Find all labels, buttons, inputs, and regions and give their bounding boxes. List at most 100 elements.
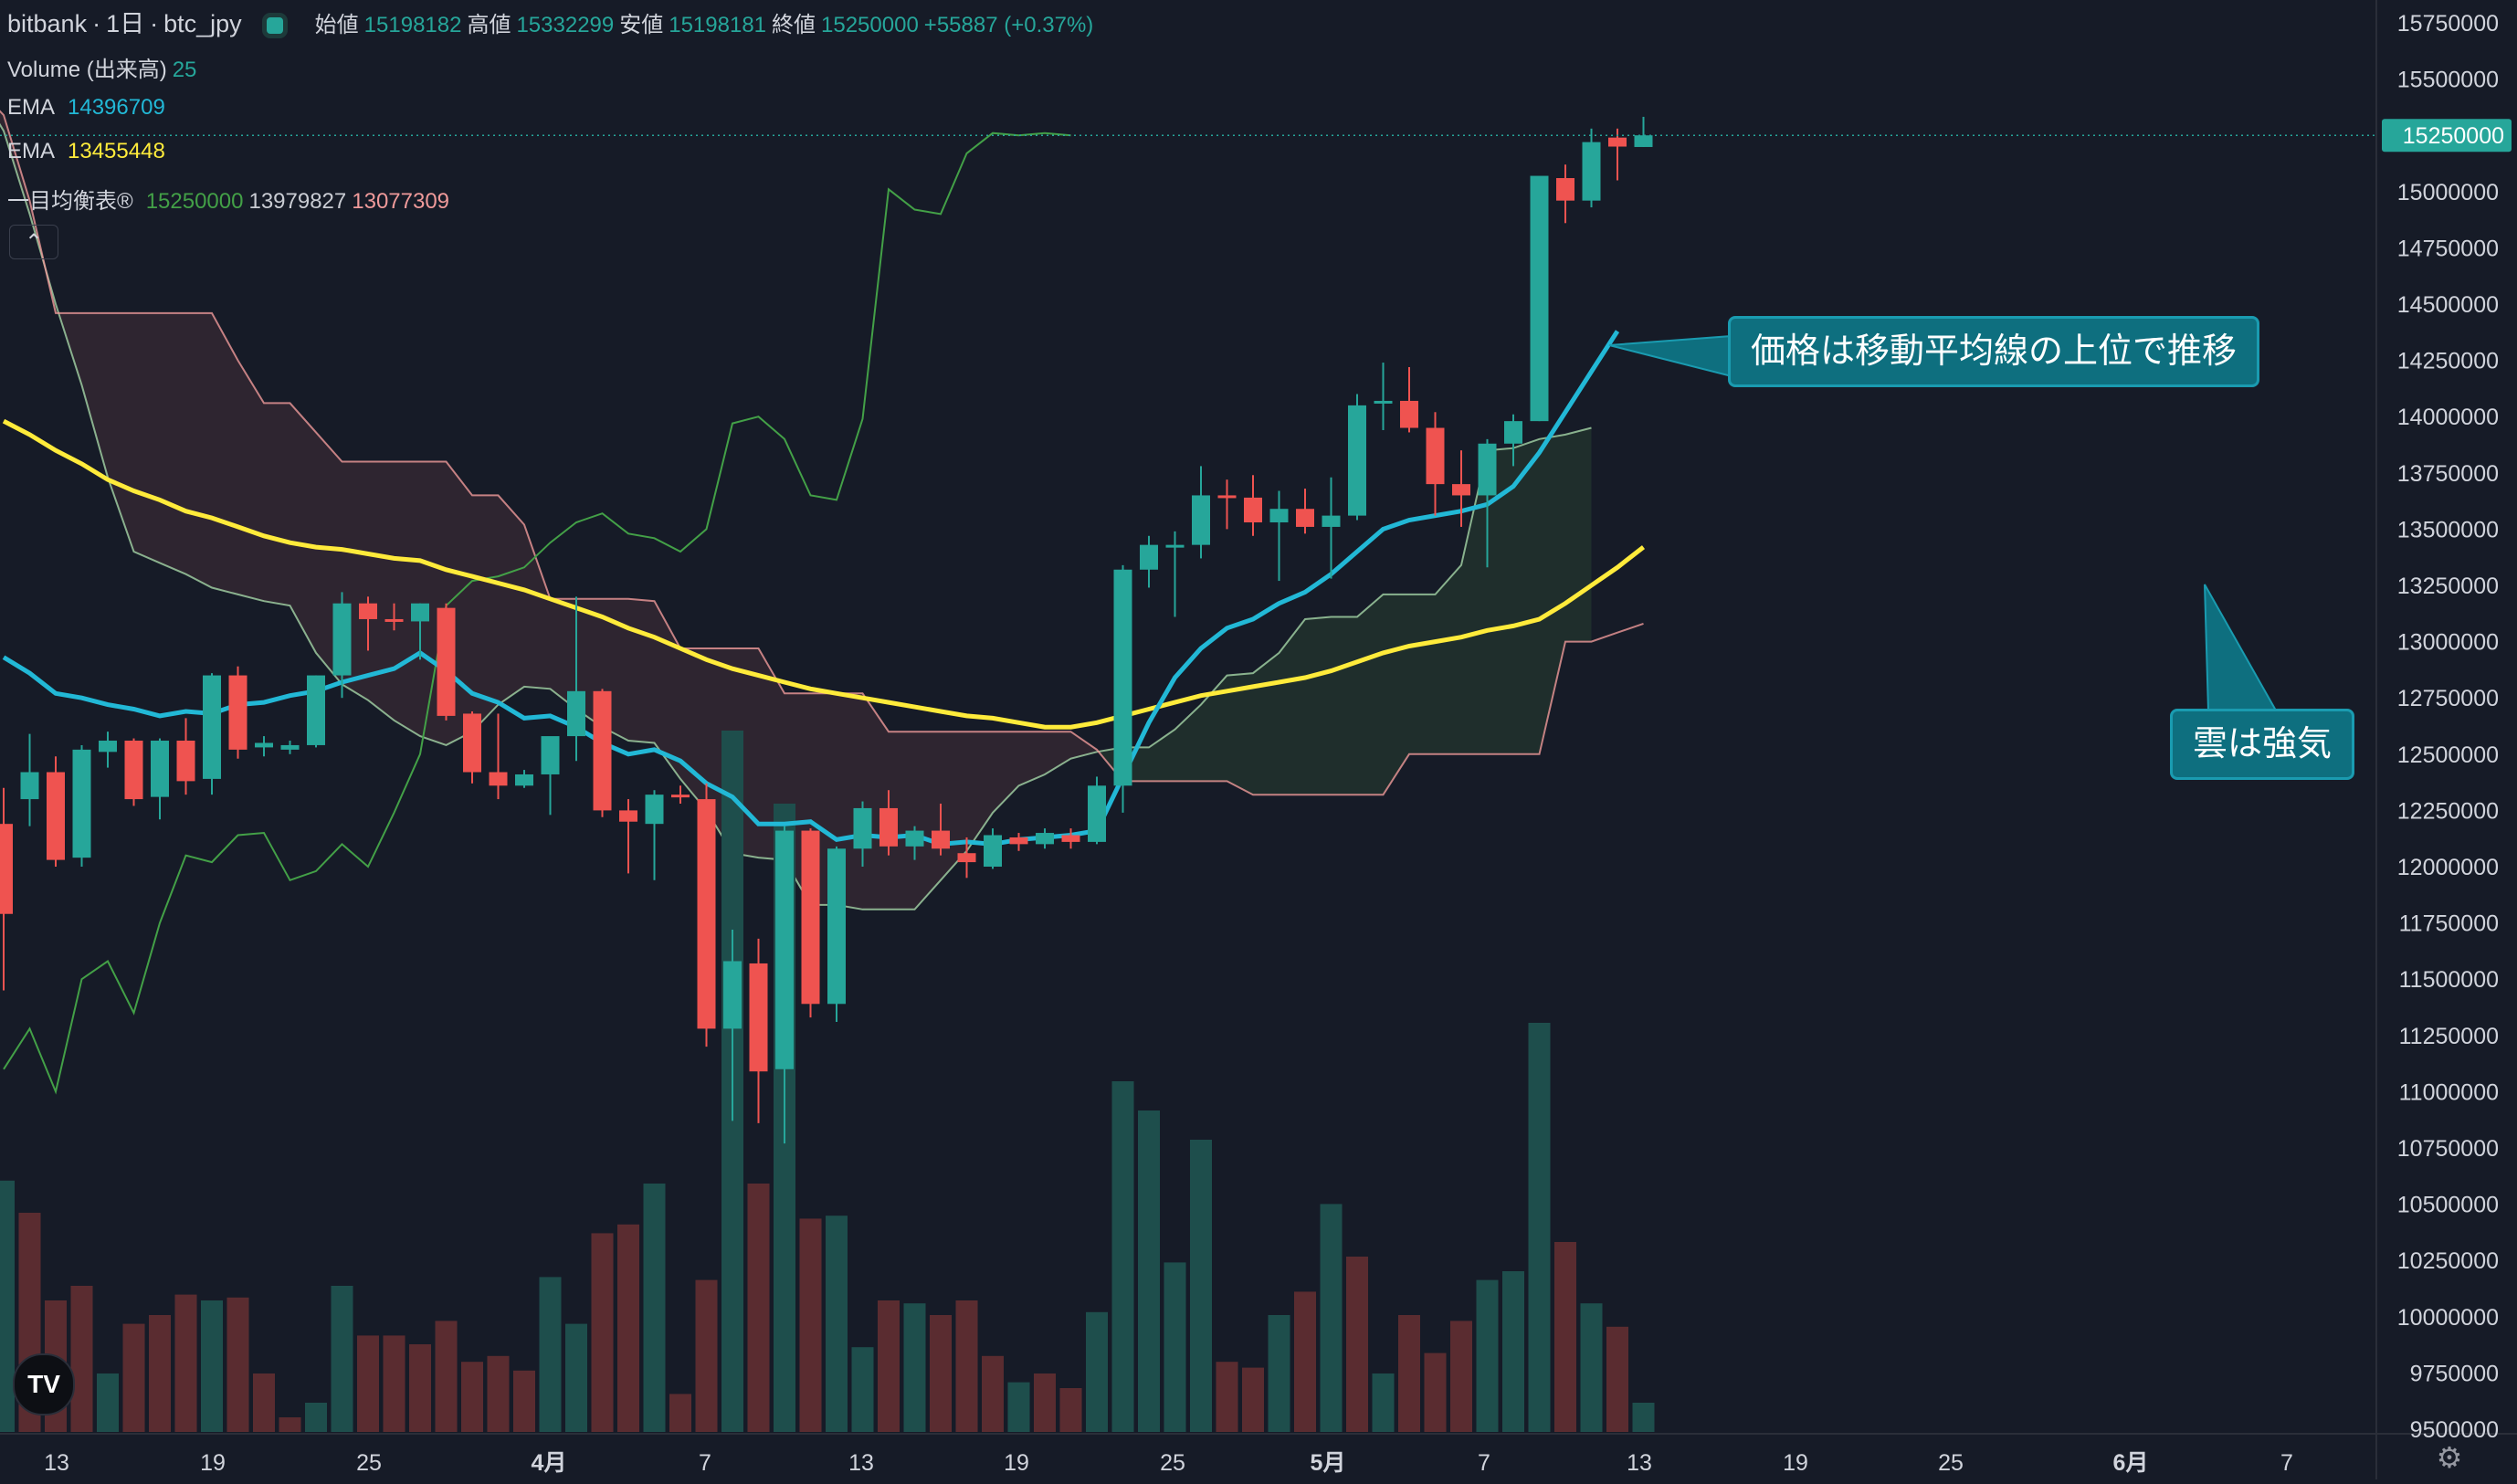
volume-bar <box>70 1286 93 1432</box>
volume-bar <box>643 1184 666 1432</box>
volume-bar <box>1190 1140 1212 1432</box>
ichimoku-legend[interactable]: 一目均衡表® 15250000 13979827 13077309 <box>7 183 455 215</box>
volume-bar <box>1476 1279 1499 1432</box>
volume-bar <box>903 1303 926 1432</box>
change-value: +55887 (+0.37%) <box>923 13 1094 37</box>
candle-body <box>359 603 377 619</box>
cloud-segment <box>108 312 134 553</box>
price-tick-label: 15000000 <box>2397 180 2499 205</box>
candle-body <box>567 690 585 737</box>
time-tick-label: 25 <box>1938 1450 1964 1476</box>
time-tick-label: 19 <box>1783 1450 1808 1476</box>
cloud-segment <box>212 312 238 595</box>
candle-body <box>1426 427 1445 485</box>
cloud-segment <box>1487 447 1513 754</box>
chikou-span-line <box>3 132 1071 1095</box>
candle-body <box>384 618 404 622</box>
volume-bar <box>174 1294 197 1432</box>
volume-bar <box>565 1323 587 1432</box>
volume-bar <box>461 1362 483 1432</box>
volume-bar <box>1059 1388 1082 1432</box>
candle-body <box>1140 544 1158 570</box>
cloud-segment <box>394 461 420 737</box>
volume-bar <box>1034 1373 1056 1432</box>
candle-body <box>1348 405 1366 516</box>
volume-bar <box>591 1233 614 1432</box>
cloud-segment <box>550 598 576 710</box>
cloud-segment <box>4 115 30 215</box>
cloud-segment <box>680 647 707 811</box>
candle-body <box>749 963 768 1072</box>
candle-body <box>20 772 39 800</box>
price-tick-label: 10250000 <box>2397 1248 2499 1274</box>
volume-bar <box>1450 1321 1472 1432</box>
candle-body <box>801 830 820 1005</box>
symbol-name[interactable]: btc_jpy <box>163 10 242 37</box>
cloud-segment <box>1070 731 1097 759</box>
candle-body <box>228 675 247 750</box>
candle-body <box>72 749 91 858</box>
price-tick-label: 14500000 <box>2397 292 2499 318</box>
ema-slow-legend[interactable]: EMA 13455448 <box>7 139 171 164</box>
candle-body <box>1608 137 1627 147</box>
time-tick-label: 13 <box>1627 1450 1652 1476</box>
candle-body <box>1634 135 1653 147</box>
candle-body <box>723 961 742 1029</box>
tradingview-logo-text: TV <box>27 1370 60 1398</box>
time-tick-label: 13 <box>44 1450 69 1476</box>
cloud-segment <box>862 693 889 910</box>
cloud-segment <box>368 461 395 721</box>
time-tick-label: 5月 <box>1311 1450 1346 1476</box>
candle-body <box>1400 400 1418 428</box>
candle-body <box>1165 544 1185 548</box>
candle-body <box>905 830 924 847</box>
price-tick-label: 9750000 <box>2410 1361 2499 1386</box>
ichimoku-cloud <box>0 110 1644 910</box>
volume-label: Volume (出来高) <box>7 58 167 82</box>
volume-bar <box>878 1300 900 1432</box>
candle-body <box>1504 421 1522 444</box>
price-tick-label: 11750000 <box>2399 911 2499 937</box>
volume-legend[interactable]: Volume (出来高) 25 <box>7 51 202 83</box>
volume-bar <box>435 1321 458 1432</box>
candle-body <box>176 741 195 782</box>
candle-body <box>645 795 664 825</box>
price-tick-label: 11000000 <box>2399 1079 2499 1105</box>
cloud-segment <box>264 403 290 606</box>
exchange-name[interactable]: bitbank <box>7 10 88 37</box>
candle-body <box>332 603 352 676</box>
candle-body <box>124 741 143 800</box>
indicator-lines <box>2 132 1646 1095</box>
volume-bar <box>617 1224 639 1432</box>
time-tick-label: 25 <box>356 1450 382 1476</box>
cloud-segment <box>1409 594 1436 754</box>
collapse-legend-button[interactable]: ⌃ <box>9 225 58 259</box>
candle-body <box>1217 495 1237 499</box>
price-tick-label: 14000000 <box>2397 405 2499 430</box>
ema-fast-legend[interactable]: EMA 14396709 <box>7 95 171 121</box>
time-tick-label: 19 <box>200 1450 226 1476</box>
senkou-span-b-line <box>0 110 1644 796</box>
cloud-segment <box>1435 564 1461 754</box>
gear-icon[interactable]: ⚙ <box>2436 1441 2463 1474</box>
volume-bar <box>201 1300 223 1432</box>
candle-body <box>1374 400 1393 404</box>
cloud-segment <box>81 312 108 478</box>
candle-body <box>1192 495 1210 545</box>
volume-bar <box>955 1300 978 1432</box>
high-value: 15332299 <box>516 13 615 37</box>
candle-body <box>697 799 716 1029</box>
cloud-segment <box>290 403 316 653</box>
volume-bar <box>279 1417 301 1432</box>
cloud-segment <box>1383 594 1409 795</box>
volume-bar <box>1554 1242 1576 1432</box>
tradingview-logo[interactable]: TV <box>13 1353 75 1416</box>
close-label: 終値 <box>772 13 816 37</box>
header-separator: · <box>150 10 159 37</box>
candle-body <box>619 810 637 822</box>
ichimoku-value-1: 15250000 <box>145 189 244 214</box>
interval-label[interactable]: 1日 <box>106 10 145 37</box>
cloud-segment <box>1513 438 1540 754</box>
volume-bar <box>487 1355 510 1432</box>
